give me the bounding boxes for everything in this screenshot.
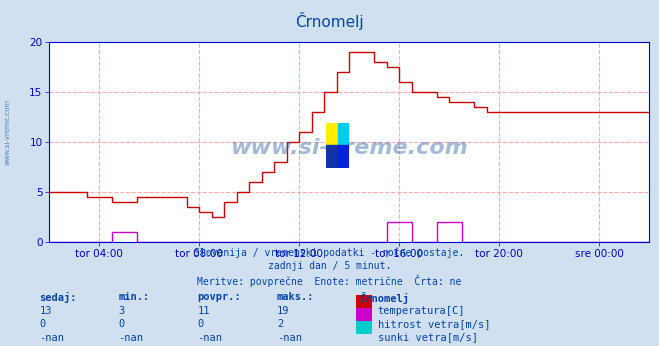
Text: Meritve: povprečne  Enote: metrične  Črta: ne: Meritve: povprečne Enote: metrične Črta:… [197,275,462,287]
Text: 13: 13 [40,306,52,316]
Bar [326,145,338,168]
Text: Črnomelj: Črnomelj [359,292,409,304]
Text: 3: 3 [119,306,125,316]
Text: 19: 19 [277,306,289,316]
Text: -nan: -nan [119,333,144,343]
Text: -nan: -nan [198,333,223,343]
Text: -nan: -nan [40,333,65,343]
Bar [338,123,349,145]
Text: www.si-vreme.com: www.si-vreme.com [5,98,11,165]
Text: sunki vetra[m/s]: sunki vetra[m/s] [378,333,478,343]
Text: maks.:: maks.: [277,292,314,302]
Text: min.:: min.: [119,292,150,302]
Text: hitrost vetra[m/s]: hitrost vetra[m/s] [378,319,490,329]
Text: povpr.:: povpr.: [198,292,241,302]
Text: Črnomelj: Črnomelj [295,12,364,30]
Text: 11: 11 [198,306,210,316]
Text: www.si-vreme.com: www.si-vreme.com [231,138,468,158]
Text: sedaj:: sedaj: [40,292,77,303]
Text: zadnji dan / 5 minut.: zadnji dan / 5 minut. [268,261,391,271]
Text: 2: 2 [277,319,283,329]
Text: temperatura[C]: temperatura[C] [378,306,465,316]
Text: -nan: -nan [277,333,302,343]
Text: 0: 0 [119,319,125,329]
Text: 0: 0 [40,319,45,329]
Bar [338,145,349,168]
Text: Slovenija / vremenski podatki - ročne postaje.: Slovenija / vremenski podatki - ročne po… [194,247,465,258]
Text: 0: 0 [198,319,204,329]
Bar [326,123,338,145]
